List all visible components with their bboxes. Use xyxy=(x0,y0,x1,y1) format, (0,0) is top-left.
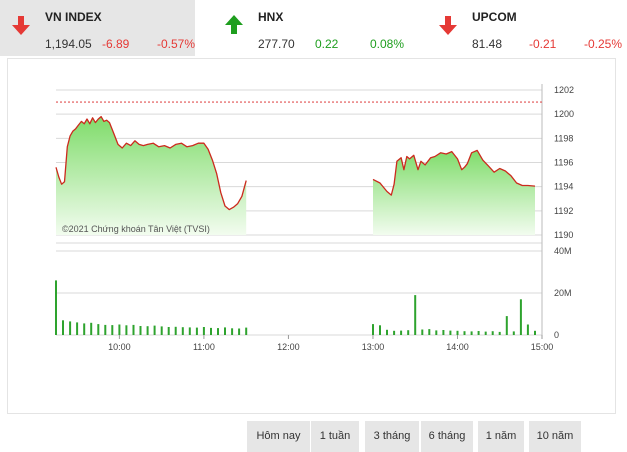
index-percent: -0.57% xyxy=(157,37,196,51)
index-value: 81.48 xyxy=(472,37,503,51)
volume-bar xyxy=(146,326,149,335)
volume-bar xyxy=(526,324,529,335)
x-tick-label: 10:00 xyxy=(108,342,131,352)
range-6-months-button[interactable]: 6 tháng xyxy=(421,421,473,452)
index-hnx[interactable]: HNX 277.70 0.22 0.08% xyxy=(213,0,408,56)
volume-bar xyxy=(245,327,248,335)
volume-bar xyxy=(153,325,156,335)
index-name: HNX xyxy=(258,10,284,24)
volume-bar xyxy=(210,327,212,335)
volume-bar xyxy=(505,316,508,335)
index-value: 277.70 xyxy=(258,37,295,51)
volume-bar xyxy=(132,324,135,335)
index-vnindex[interactable]: VN INDEX 1,194.05 -6.89 -0.57% xyxy=(0,0,195,56)
volume-bar xyxy=(76,322,79,335)
x-tick-label: 15:00 xyxy=(531,342,554,352)
volume-bar xyxy=(393,330,396,335)
volume-bar xyxy=(160,326,163,335)
index-name: VN INDEX xyxy=(45,10,102,24)
volume-bar xyxy=(491,331,494,335)
volume-bar xyxy=(195,327,198,335)
x-tick-label: 13:00 xyxy=(362,342,385,352)
price-area xyxy=(373,150,535,235)
price-tick-label: 1200 xyxy=(554,109,574,119)
volume-bar xyxy=(231,328,234,335)
volume-bar xyxy=(379,325,381,335)
volume-bar xyxy=(477,331,480,335)
arrow-up-icon xyxy=(225,15,243,34)
volume-tick-label: 0 xyxy=(554,330,559,340)
volume-bar xyxy=(421,329,424,335)
volume-bar xyxy=(442,330,445,335)
volume-bar xyxy=(125,325,128,335)
index-value: 1,194.05 xyxy=(45,37,92,51)
range-1-week-button[interactable]: 1 tuần xyxy=(311,421,359,452)
range-today-button[interactable]: Hôm nay xyxy=(247,421,310,452)
arrow-down-icon xyxy=(12,16,30,35)
arrow-down-icon xyxy=(439,16,457,35)
volume-bar xyxy=(470,331,473,335)
volume-bar xyxy=(97,324,100,335)
volume-bar xyxy=(386,329,388,336)
intraday-chart: 1190 1192 1194 1196 1198 1200 1202 0 20M 40M 10:00… xyxy=(55,84,574,352)
volume-bar xyxy=(174,326,177,335)
volume-bar xyxy=(372,324,374,335)
volume-bar xyxy=(238,328,241,335)
volume-bar xyxy=(400,330,403,335)
index-upcom[interactable]: UPCOM 81.48 -0.21 -0.25% xyxy=(427,0,627,56)
volume-bar xyxy=(428,329,431,335)
volume-bar xyxy=(498,331,501,335)
volume-bar xyxy=(181,327,184,335)
price-tick-label: 1190 xyxy=(554,230,573,240)
volume-bar xyxy=(90,322,93,335)
volume-bar xyxy=(118,324,121,335)
price-tick-label: 1198 xyxy=(554,133,573,143)
x-tick-label: 14:00 xyxy=(446,342,469,352)
range-10-years-button[interactable]: 10 năm xyxy=(529,421,581,452)
index-change: -0.21 xyxy=(529,37,557,51)
price-tick-label: 1194 xyxy=(554,182,573,192)
index-name: UPCOM xyxy=(472,10,517,24)
price-area xyxy=(56,116,247,235)
volume-bar xyxy=(463,331,466,335)
price-line xyxy=(372,149,536,196)
price-tick-label: 1196 xyxy=(554,158,573,168)
volume-bar xyxy=(512,331,515,335)
price-tick-label: 1192 xyxy=(554,206,573,216)
volume-bar xyxy=(167,327,170,335)
index-change: 0.22 xyxy=(315,37,339,51)
volume-bar xyxy=(111,325,114,335)
volume-bar xyxy=(55,280,57,335)
volume-bar xyxy=(62,320,64,335)
volume-bar xyxy=(407,330,410,335)
volume-bar xyxy=(83,323,86,335)
copyright-text: ©2021 Chứng khoán Tân Việt (TVSI) xyxy=(62,224,210,234)
volume-tick-label: 40M xyxy=(554,246,572,256)
price-tick-label: 1202 xyxy=(554,85,574,95)
index-percent: -0.25% xyxy=(584,37,623,51)
volume-bar xyxy=(139,326,142,335)
volume-bar xyxy=(69,321,72,335)
range-1-year-button[interactable]: 1 năm xyxy=(478,421,524,452)
volume-bar xyxy=(534,330,536,335)
volume-bar xyxy=(104,324,107,335)
index-percent: 0.08% xyxy=(370,37,405,51)
x-tick-label: 12:00 xyxy=(277,342,300,352)
volume-bar xyxy=(484,331,487,335)
range-3-months-button[interactable]: 3 tháng xyxy=(365,421,419,452)
volume-bar xyxy=(435,330,438,335)
price-line xyxy=(55,115,247,211)
volume-bar xyxy=(224,327,226,335)
volume-bar xyxy=(519,299,522,335)
volume-bar xyxy=(188,327,191,335)
index-change: -6.89 xyxy=(102,37,130,51)
volume-bar xyxy=(202,327,205,335)
volume-bar xyxy=(456,330,459,335)
volume-tick-label: 20M xyxy=(554,288,572,298)
volume-bar xyxy=(217,328,219,335)
chart-panel: 1190 1192 1194 1196 1198 1200 1202 0 20M 40M 10:00… xyxy=(7,58,616,452)
volume-bar xyxy=(449,330,452,335)
volume-bar xyxy=(414,295,417,335)
x-tick-label: 11:00 xyxy=(193,342,215,352)
